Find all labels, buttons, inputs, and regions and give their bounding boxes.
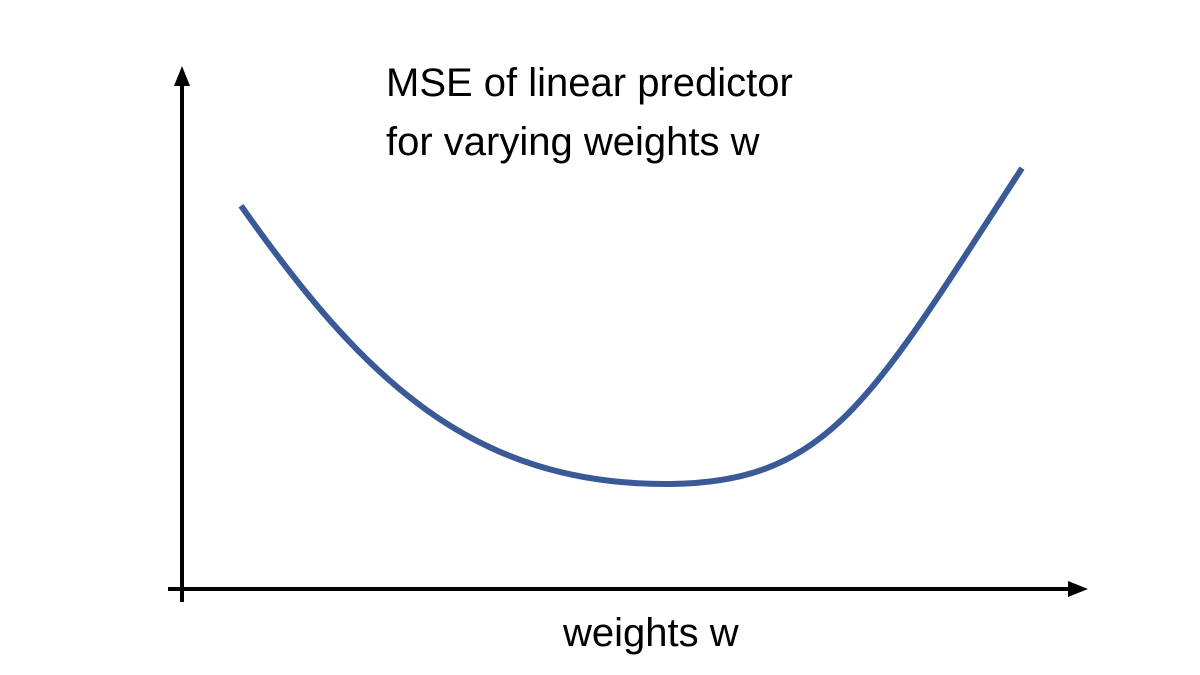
y-axis-arrowhead [174, 66, 190, 86]
mse-curve-line [238, 166, 1025, 488]
x-axis-label: weights w [562, 611, 739, 655]
x-axis-arrowhead [1068, 581, 1088, 597]
chart-title-line-1: MSE of linear predictor [386, 61, 793, 105]
chart-title-line-2: for varying weights w [386, 120, 760, 164]
